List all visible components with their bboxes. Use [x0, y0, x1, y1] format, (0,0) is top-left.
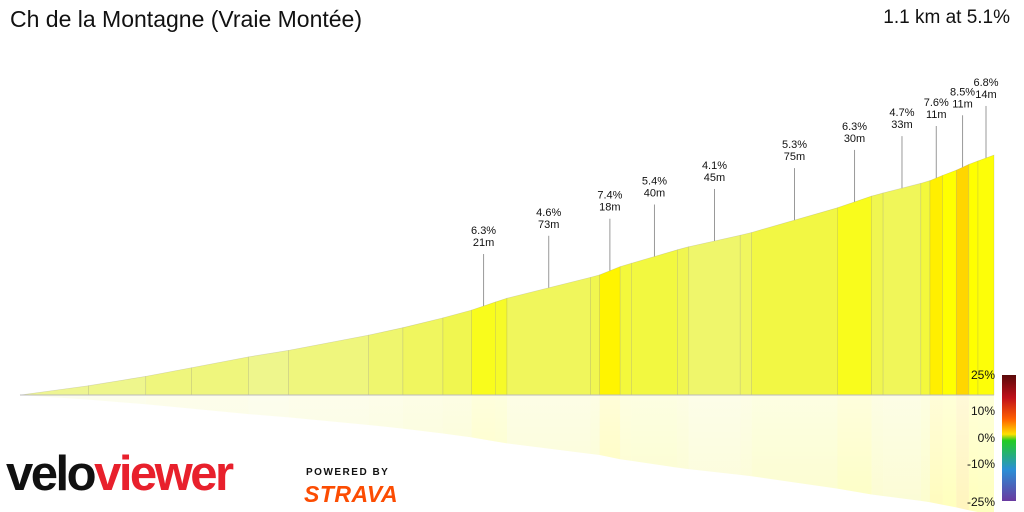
legend-tick-label: 25%	[971, 368, 995, 382]
climb-summary: 1.1 km at 5.1%	[883, 7, 1010, 28]
segment-labels: 6.3%21m4.6%73m7.4%18m5.4%40m4.1%45m5.3%7…	[471, 77, 999, 307]
segment-grade-label: 8.5%	[950, 86, 975, 98]
profile-segment	[402, 317, 444, 396]
segment-grade-label: 6.3%	[842, 121, 867, 133]
profile-segment	[942, 169, 957, 396]
chart-title: Ch de la Montagne (Vraie Montée)	[10, 6, 363, 32]
segment-length-label: 73m	[538, 219, 559, 231]
profile-segment	[955, 163, 970, 396]
profile-segment	[88, 376, 147, 396]
profile-segment	[882, 182, 922, 396]
logo-viewer: viewer	[94, 447, 234, 501]
profile-segment	[590, 274, 600, 396]
profile-segment	[368, 327, 404, 396]
legend-tick-label: 10%	[971, 404, 995, 418]
profile-segment	[19, 385, 89, 396]
profile-segment	[977, 154, 995, 396]
segment-grade-label: 4.1%	[702, 160, 727, 172]
profile-segment	[506, 276, 591, 396]
segment-length-label: 40m	[644, 187, 665, 199]
profile-segment	[288, 334, 369, 396]
reflection-fade	[20, 395, 994, 512]
profile-segment	[677, 246, 690, 396]
strava-logo: STRAVA	[304, 481, 399, 507]
profile-segment	[442, 309, 472, 396]
profile-segment	[751, 207, 838, 396]
segment-length-label: 11m	[952, 98, 973, 110]
profile-segment	[145, 367, 192, 396]
profile-segment	[920, 180, 931, 396]
gradient-color-bar	[1002, 375, 1016, 501]
logo-velo: velo	[6, 447, 97, 501]
profile-segment	[837, 195, 872, 396]
legend-tick-label: 0%	[978, 431, 996, 445]
segment-grade-label: 7.6%	[924, 97, 949, 109]
profile-segment	[191, 356, 249, 396]
segment-length-label: 14m	[975, 89, 996, 101]
segment-length-label: 30m	[844, 133, 865, 145]
legend-tick-label: -25%	[967, 495, 995, 509]
legend-tick-label: -10%	[967, 457, 995, 471]
profile-segment	[739, 232, 752, 396]
profile-segment	[688, 234, 741, 396]
segment-grade-label: 4.7%	[889, 107, 914, 119]
gradient-legend: 25% 10% 0% -10% -25%	[967, 368, 1016, 509]
profile-segment	[631, 249, 678, 396]
segment-grade-label: 5.4%	[642, 175, 667, 187]
segment-length-label: 75m	[784, 151, 805, 163]
segment-length-label: 33m	[891, 119, 912, 131]
segment-grade-label: 5.3%	[782, 139, 807, 151]
veloviewer-logo: veloviewer	[6, 447, 234, 501]
profile-segment	[495, 297, 508, 396]
segment-grade-label: 6.3%	[471, 225, 496, 237]
segment-length-label: 18m	[599, 202, 620, 214]
profile-reflection	[20, 395, 994, 512]
segment-grade-label: 7.4%	[597, 190, 622, 202]
profile-segment	[929, 174, 943, 396]
profile-segment	[471, 301, 496, 396]
segment-length-label: 45m	[704, 172, 725, 184]
powered-by-label: POWERED BY	[306, 467, 390, 478]
segment-length-label: 21m	[473, 237, 494, 249]
profile-segment	[599, 266, 621, 396]
profile-segment	[968, 160, 979, 396]
segment-grade-label: 6.8%	[973, 77, 998, 89]
segment-grade-label: 4.6%	[536, 207, 561, 219]
profile-area	[19, 154, 995, 396]
segment-length-label: 11m	[926, 109, 947, 121]
profile-segment	[871, 192, 884, 396]
profile-segment	[619, 262, 632, 396]
profile-segment	[248, 349, 289, 396]
